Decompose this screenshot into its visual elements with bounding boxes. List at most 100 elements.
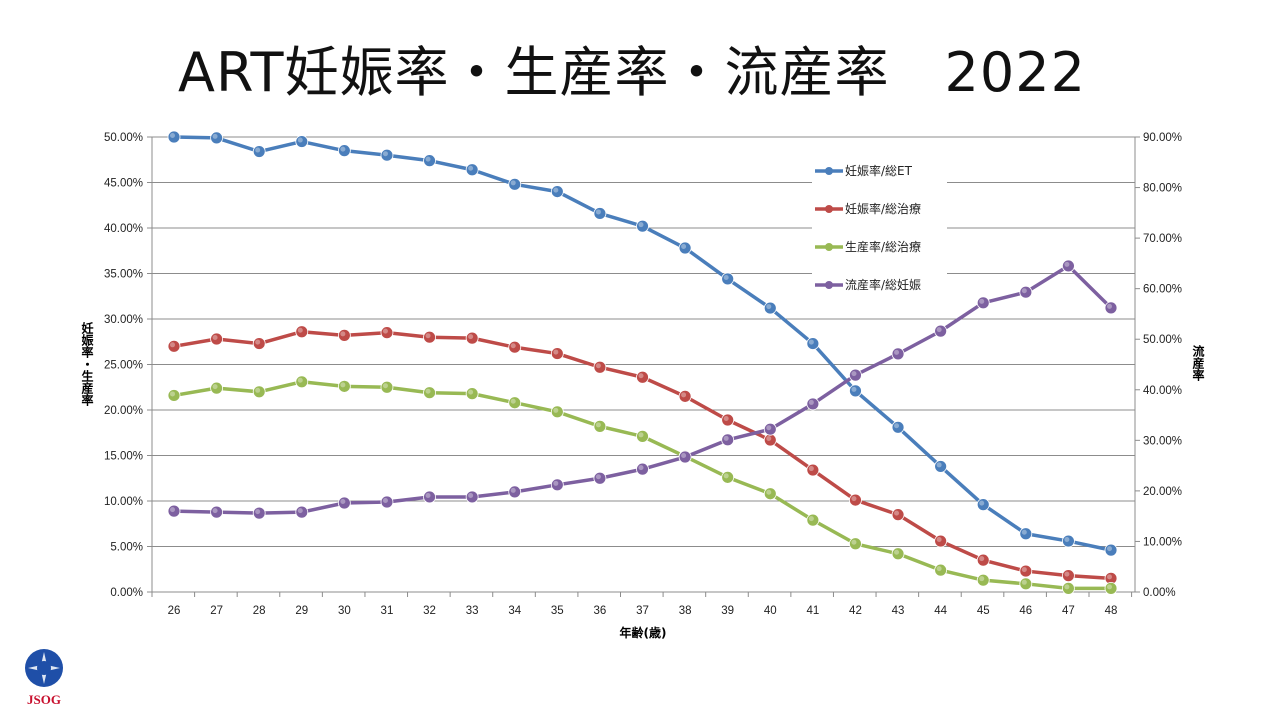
data-point-highlight	[1021, 579, 1027, 585]
data-point	[550, 478, 564, 492]
data-point	[550, 185, 564, 199]
data-point-highlight	[638, 432, 644, 438]
data-point	[976, 553, 990, 567]
data-point-highlight	[723, 435, 729, 441]
data-point-highlight	[425, 492, 431, 498]
data-point-highlight	[681, 453, 687, 459]
data-point	[252, 385, 266, 399]
data-point-highlight	[894, 510, 900, 516]
data-point-highlight	[553, 349, 559, 355]
data-point-highlight	[766, 436, 772, 442]
data-point	[763, 422, 777, 436]
x-tick-label: 43	[892, 605, 905, 617]
data-point-highlight	[510, 343, 516, 349]
data-point-highlight	[340, 146, 346, 152]
x-tick-label: 47	[1062, 605, 1075, 617]
data-point	[465, 163, 479, 177]
data-point-highlight	[1064, 571, 1070, 577]
data-point-highlight	[723, 416, 729, 422]
data-point	[1104, 543, 1118, 557]
data-point-highlight	[766, 489, 772, 495]
data-point	[976, 573, 990, 587]
x-tick-label: 44	[934, 605, 947, 617]
data-point	[849, 384, 862, 398]
data-point	[1062, 581, 1075, 595]
data-point	[849, 368, 862, 382]
data-point	[423, 490, 436, 504]
data-point	[721, 470, 735, 484]
data-point-highlight	[468, 165, 474, 171]
data-point	[465, 490, 479, 504]
data-point-highlight	[638, 465, 644, 471]
data-point	[1019, 577, 1033, 591]
data-point-highlight	[808, 339, 814, 345]
data-point	[891, 420, 905, 434]
data-point-highlight	[255, 147, 261, 153]
series-line-0	[173, 135, 1112, 552]
data-point	[295, 135, 309, 148]
data-point-highlight	[723, 274, 729, 280]
jsog-logo: JSOG	[22, 648, 66, 708]
data-point-highlight	[681, 392, 687, 398]
data-point-highlight	[170, 507, 175, 513]
data-point	[891, 508, 905, 522]
data-point-highlight	[766, 425, 772, 431]
y2-tick-label: 30.00%	[1143, 435, 1182, 447]
y2-axis-label: 流産率	[1191, 344, 1205, 382]
data-point	[806, 337, 820, 350]
y-tick-label: 5.00%	[110, 542, 143, 554]
data-point-highlight	[255, 339, 261, 345]
x-tick-label: 42	[849, 605, 862, 617]
legend-swatch-marker	[825, 205, 833, 213]
data-point	[849, 493, 862, 507]
legend-entry: 流産率/総妊娠	[845, 277, 921, 292]
data-point	[210, 381, 223, 395]
x-tick-label: 38	[679, 605, 692, 617]
data-point-highlight	[212, 133, 218, 139]
legend-box	[812, 160, 947, 296]
data-point-highlight	[851, 386, 857, 392]
data-point-highlight	[595, 209, 601, 215]
data-point	[1019, 564, 1033, 578]
data-point-highlight	[1021, 529, 1027, 535]
data-point-highlight	[936, 327, 942, 333]
data-point	[167, 389, 181, 402]
slide-title: ART妊娠率・生産率・流産率 2022	[178, 41, 1086, 104]
data-point-highlight	[936, 462, 942, 468]
y-tick-label: 15.00%	[104, 451, 143, 463]
data-point	[167, 339, 181, 353]
data-point-highlight	[638, 222, 644, 228]
data-point	[508, 485, 522, 499]
x-axis-label: 年齢(歳)	[620, 625, 667, 640]
data-point-highlight	[894, 349, 900, 355]
data-point-highlight	[425, 333, 431, 339]
data-point-highlight	[425, 388, 431, 394]
data-point	[210, 131, 223, 145]
x-tick-label: 45	[977, 605, 990, 617]
data-point	[763, 301, 777, 315]
data-point	[167, 130, 181, 144]
data-point	[934, 324, 948, 338]
data-point-highlight	[297, 327, 303, 333]
y-tick-label: 25.00%	[104, 360, 143, 372]
y2-tick-label: 60.00%	[1143, 284, 1182, 296]
data-point-highlight	[170, 391, 175, 397]
x-tick-label: 36	[594, 605, 607, 617]
data-point	[423, 330, 436, 344]
data-point-highlight	[340, 331, 346, 337]
data-point-highlight	[1107, 546, 1112, 552]
data-point	[678, 389, 692, 403]
data-point-highlight	[297, 508, 303, 514]
data-point	[678, 241, 692, 255]
data-point-highlight	[595, 422, 601, 428]
data-point	[593, 207, 607, 220]
y-tick-label: 10.00%	[104, 496, 143, 508]
data-point	[1019, 285, 1033, 299]
legend-entry: 生産率/総治療	[845, 239, 921, 254]
series-line-3	[173, 264, 1113, 515]
data-point	[167, 504, 181, 518]
data-point	[934, 460, 948, 473]
y2-tick-label: 90.00%	[1143, 132, 1182, 144]
y2-tick-label: 70.00%	[1143, 233, 1182, 245]
data-point	[593, 471, 607, 485]
